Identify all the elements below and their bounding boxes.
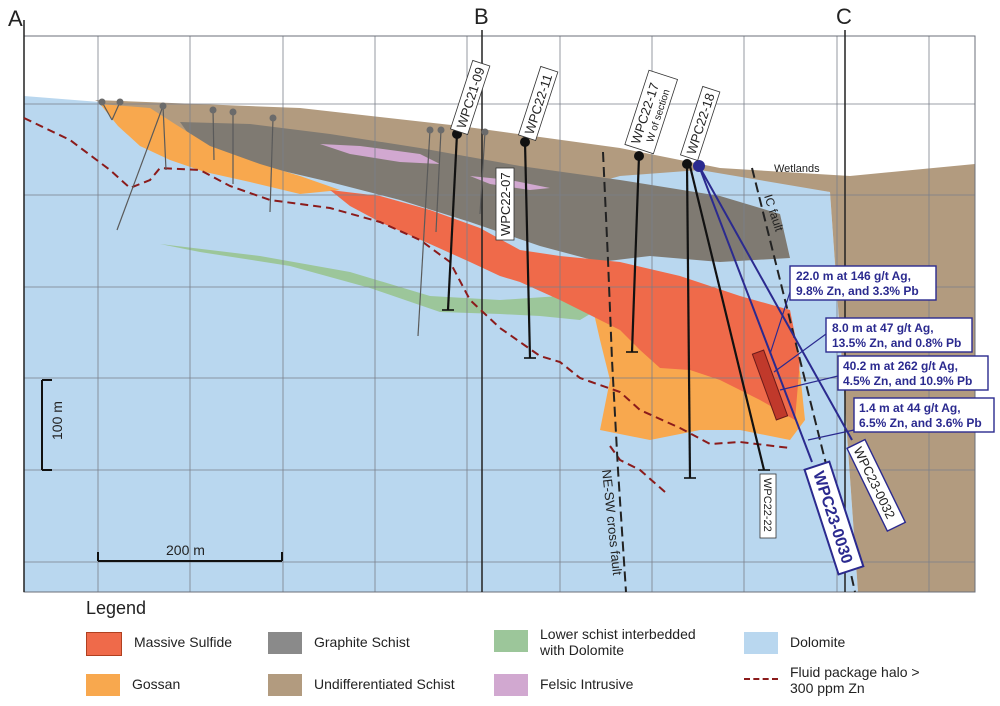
swatch-lower-schist [494, 630, 528, 652]
section-letter-b: B [474, 4, 489, 29]
legend-label-lower-schist: Lower schist interbedded with Dolomite [540, 626, 696, 658]
legend-label-graphite-schist: Graphite Schist [314, 634, 410, 650]
legend-item-felsic-intrusive: Felsic Intrusive [494, 674, 633, 696]
gossan-unit-upper [100, 104, 340, 194]
legend-item-dolomite: Dolomite [744, 632, 845, 654]
intercept-4-line1: 1.4 m at 44 g/t Ag, [859, 401, 961, 415]
ic-fault [751, 167, 856, 593]
felsic-lens-1 [320, 144, 440, 164]
intercept-box-1 [789, 265, 937, 301]
fluid-halo-line [23, 117, 791, 449]
lower-schist-unit [160, 244, 600, 320]
historic-collars [98, 98, 489, 136]
swatch-graphite-schist [268, 632, 302, 654]
fluid-halo-line-2 [609, 445, 666, 493]
intercept-box-3 [837, 355, 989, 391]
legend-title: Legend [86, 598, 147, 618]
intercept-4-line2: 6.5% Zn, and 3.6% Pb [859, 416, 982, 430]
intercept-1-line1: 22.0 m at 146 g/t Ag, [796, 269, 911, 283]
legend-label-fluid-halo: Fluid package halo > 300 ppm Zn [790, 664, 920, 696]
svg-text:WPC22-22: WPC22-22 [761, 478, 773, 532]
massive-sulfide-unit [330, 190, 800, 420]
svg-text:WPC22-07: WPC22-07 [498, 172, 513, 236]
legend-label-dolomite: Dolomite [790, 634, 846, 650]
intercept-box-4 [853, 397, 995, 433]
legend-item-graphite-schist: Graphite Schist [268, 632, 410, 654]
historic-holes [101, 101, 486, 337]
legend-item-fluid-halo: Fluid package halo > 300 ppm Zn [744, 662, 924, 696]
section-letter-a: A [8, 6, 23, 31]
intercept-3-line2: 4.5% Zn, and 10.9% Pb [843, 374, 972, 388]
drillhole-end-ticks [442, 309, 770, 479]
intercept-callouts: 22.0 m at 146 g/t Ag, 9.8% Zn, and 3.3% … [769, 265, 995, 441]
horizontal-scale-label: 200 m [166, 542, 205, 558]
legend-item-massive-sulfide: Massive Sulfide [86, 632, 232, 656]
vertical-scale-bar [41, 379, 52, 471]
swatch-felsic-intrusive [494, 674, 528, 696]
label-wpc22-07: WPC22-07 [495, 167, 515, 241]
swatch-dolomite [744, 632, 778, 654]
drillholes-black [446, 133, 766, 479]
drillholes-2023 [698, 165, 853, 463]
swatch-massive-sulfide [86, 632, 122, 656]
legend: Legend Massive Sulfide Gossan Graphite S… [0, 596, 1000, 706]
legend-item-undifferentiated-schist: Undifferentiated Schist [268, 674, 455, 696]
horizontal-scale-bar [97, 552, 283, 562]
legend-label-massive-sulfide: Massive Sulfide [134, 634, 233, 650]
grid-lines [24, 36, 975, 592]
intercept-2-line2: 13.5% Zn, and 0.8% Pb [832, 336, 961, 350]
assay-interval [751, 349, 789, 421]
swatch-undifferentiated-schist [268, 674, 302, 696]
legend-item-gossan: Gossan [86, 674, 180, 696]
legend-item-lower-schist: Lower schist interbedded with Dolomite [494, 624, 724, 658]
drillhole-collars [452, 129, 692, 169]
legend-label-undifferentiated-schist: Undifferentiated Schist [314, 676, 455, 692]
intercept-1-line2: 9.8% Zn, and 3.3% Pb [796, 284, 919, 298]
vertical-scale-label: 100 m [49, 401, 65, 440]
swatch-fluid-halo [744, 668, 778, 690]
intercept-box-2 [825, 317, 973, 353]
label-wpc22-22: WPC22-22 [759, 473, 777, 539]
collar-2023 [693, 160, 705, 172]
wetlands-label: Wetlands [774, 163, 820, 175]
legend-label-felsic-intrusive: Felsic Intrusive [540, 676, 634, 692]
intercept-2-line1: 8.0 m at 47 g/t Ag, [832, 321, 934, 335]
section-letter-c: C [836, 4, 852, 29]
swatch-gossan [86, 674, 120, 696]
intercept-3-line1: 40.2 m at 262 g/t Ag, [843, 359, 958, 373]
legend-label-gossan: Gossan [132, 676, 181, 692]
